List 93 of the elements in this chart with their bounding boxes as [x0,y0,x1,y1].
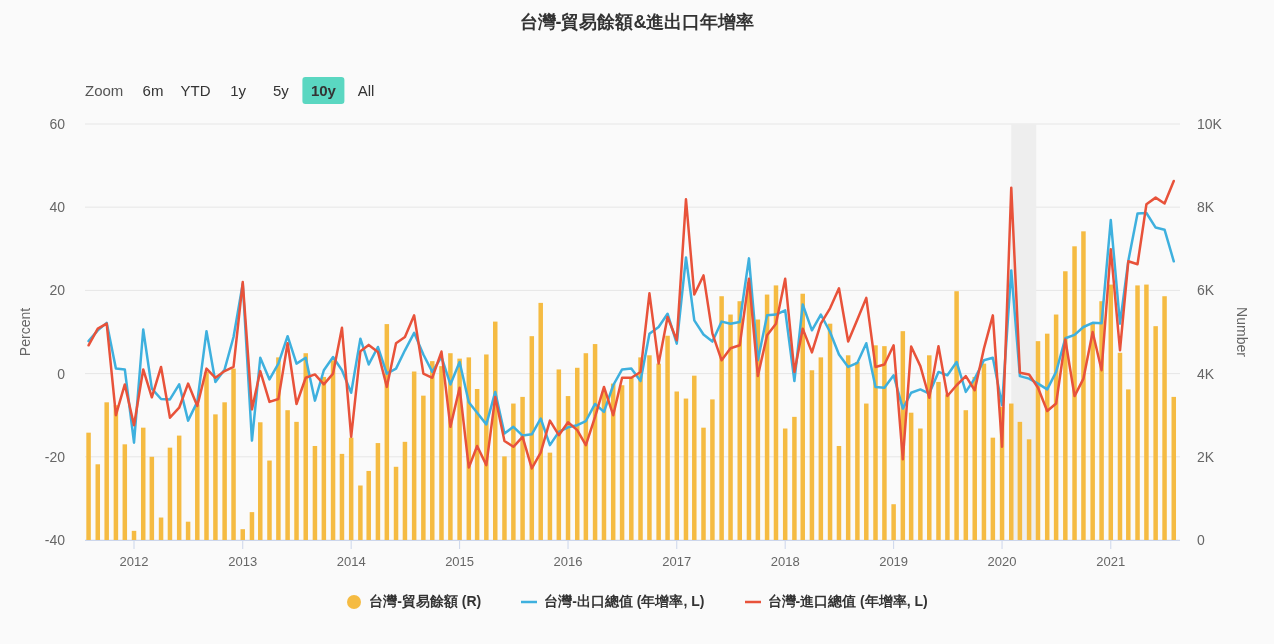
text: 6m [142,82,164,99]
chart-title: 台灣-貿易餘額&進出口年增率 [519,12,755,32]
bar [701,427,706,540]
bar [249,512,255,540]
bar [891,504,896,540]
bar [945,394,950,540]
x-tick-label: 2016 [553,554,583,569]
y-tick-label: -20 [44,448,66,465]
bar [1144,284,1149,540]
bar [936,381,941,540]
bar [267,460,272,540]
bar [195,404,200,540]
y2-tick-label: 4K [1197,365,1215,382]
x-tick-label: 2015 [445,554,475,569]
bar [538,302,543,540]
bar [231,368,236,540]
bar [1162,296,1167,540]
bar [927,355,932,540]
y2-axis-title: Number [1234,307,1250,358]
bar [954,291,959,540]
bar [918,428,923,540]
y2-tick-label: 6K [1197,282,1215,299]
bar [511,403,516,540]
bar [1153,326,1158,540]
bar [719,296,724,540]
y-axis-title: Percent [17,307,33,357]
bar [656,363,661,540]
bar [1009,403,1014,540]
text: YTD [180,82,211,99]
y2-tick-label: 10K [1197,116,1223,132]
bar [104,402,109,540]
bar [520,396,525,540]
y2-tick-label: 0 [1197,532,1205,548]
legend-label: 台灣-進口總值 (年增率, L) [767,593,928,611]
x-tick-label: 2021 [1096,554,1126,569]
bar [294,421,299,540]
bar [665,335,670,540]
bar [710,399,715,540]
bar [222,402,227,540]
bar [1126,389,1131,540]
y-tick-label: 20 [49,282,66,299]
text: Zoom [85,82,124,99]
x-tick-label: 2013 [228,554,258,569]
bar [240,529,245,540]
bar [430,361,435,540]
bar [366,470,371,540]
y-tick-label: 60 [49,116,66,132]
text: 5y [272,82,290,99]
y2-tick-label: 8K [1197,199,1215,216]
bar [855,361,860,540]
bar [864,403,869,540]
bar [1063,271,1068,540]
bar [86,432,91,540]
bar [800,293,805,540]
bar [204,371,209,540]
bar [1072,246,1077,540]
bar [493,321,498,540]
text: 10y [310,82,337,99]
text: 1y [230,82,247,99]
x-tick-label: 2012 [119,554,149,569]
y2-tick-label: 2K [1197,448,1215,465]
legend-label: 台灣-出口總值 (年增率, L) [544,593,705,611]
bar [276,357,281,540]
text: All [357,82,375,99]
x-tick-label: 2017 [662,554,692,569]
bar [303,353,308,540]
x-tick-label: 2014 [336,554,366,569]
bar [629,377,634,540]
legend-label: 台灣-貿易餘額 (R) [369,593,482,611]
bar [213,414,218,540]
bar [502,456,507,540]
bar [638,357,643,540]
y-tick-label: 40 [49,199,66,216]
line-series [87,179,1176,470]
bar [258,422,263,540]
y-tick-label: 0 [57,365,66,382]
bar [972,376,977,540]
bar [692,375,697,540]
bar [1081,231,1086,540]
x-tick-label: 2019 [879,554,909,569]
bar [1090,323,1095,540]
bar [285,410,290,540]
bar [421,395,426,540]
bar [647,355,652,540]
bar [728,314,733,540]
bar [792,416,797,540]
bar [1135,285,1140,540]
x-tick-label: 2020 [987,554,1017,569]
y-tick-label: -40 [44,532,66,548]
bar [439,366,444,540]
bar [882,346,887,540]
x-tick-label: 2018 [770,554,800,569]
bar [358,485,363,540]
